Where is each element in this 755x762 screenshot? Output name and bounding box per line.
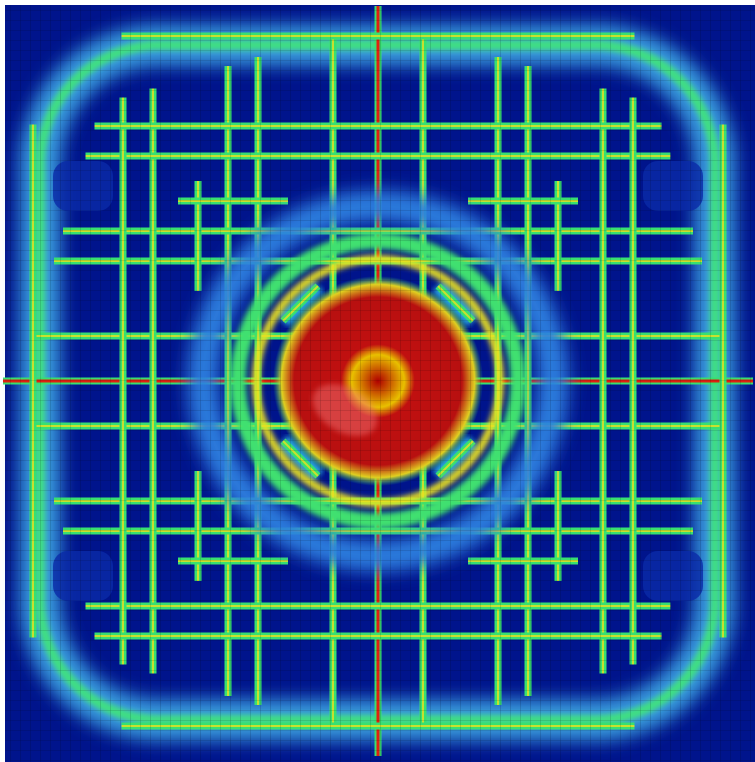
mesh-grid	[5, 5, 755, 762]
